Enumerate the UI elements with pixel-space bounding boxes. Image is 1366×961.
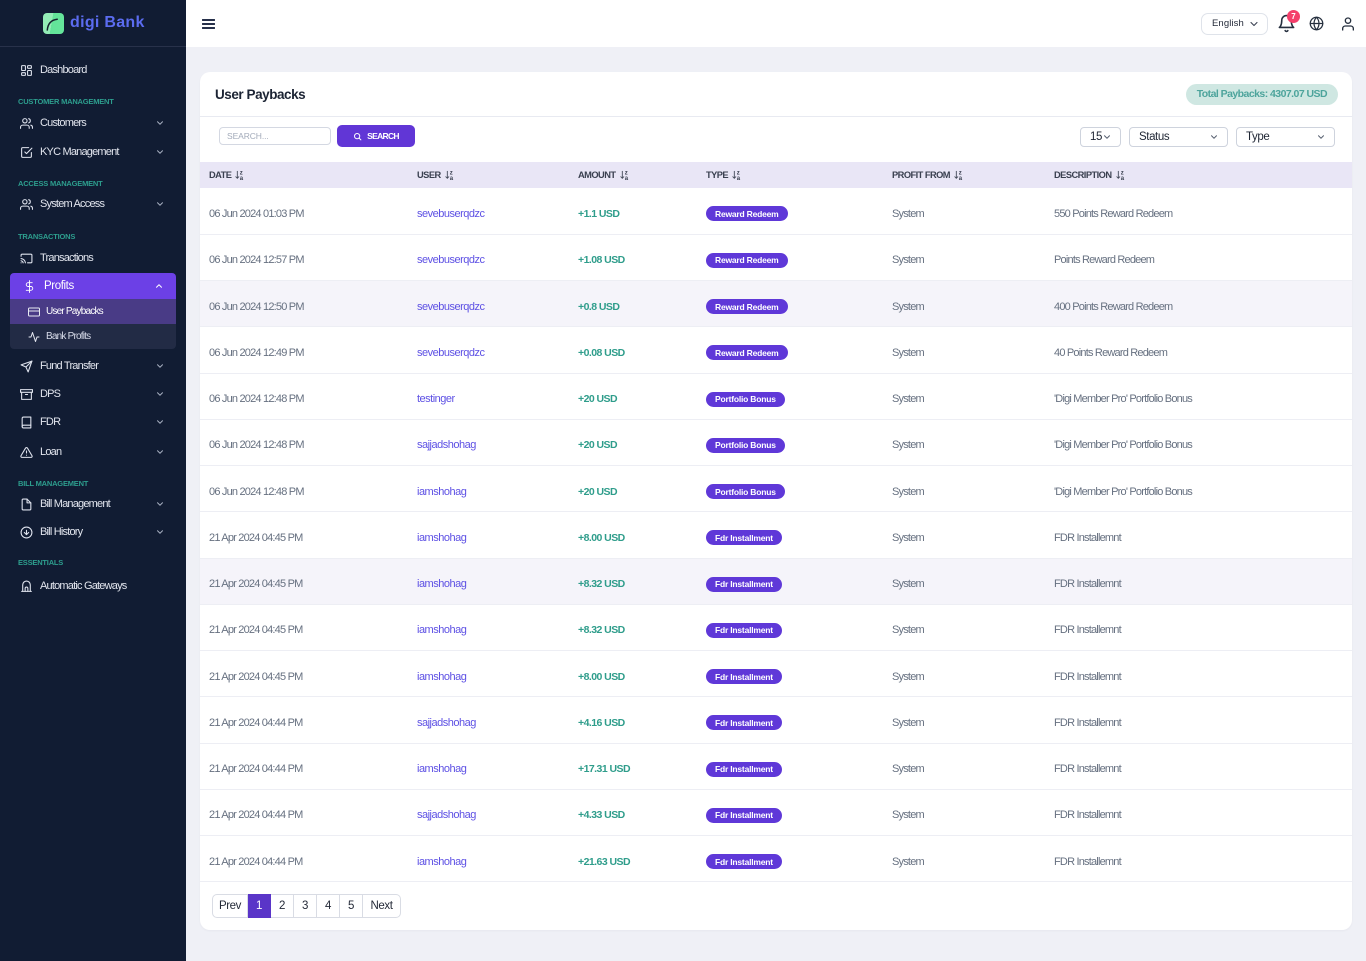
svg-text:a: a bbox=[449, 176, 453, 180]
svg-text:z: z bbox=[624, 171, 627, 177]
svg-text:a: a bbox=[240, 176, 244, 180]
svg-text:z: z bbox=[959, 171, 962, 177]
svg-text:a: a bbox=[624, 176, 628, 180]
svg-text:a: a bbox=[737, 176, 741, 180]
svg-text:z: z bbox=[240, 171, 243, 177]
svg-text:a: a bbox=[1120, 176, 1124, 180]
svg-text:z: z bbox=[1120, 171, 1123, 177]
svg-text:a: a bbox=[959, 176, 963, 180]
svg-text:z: z bbox=[737, 171, 740, 177]
svg-text:z: z bbox=[449, 171, 452, 177]
